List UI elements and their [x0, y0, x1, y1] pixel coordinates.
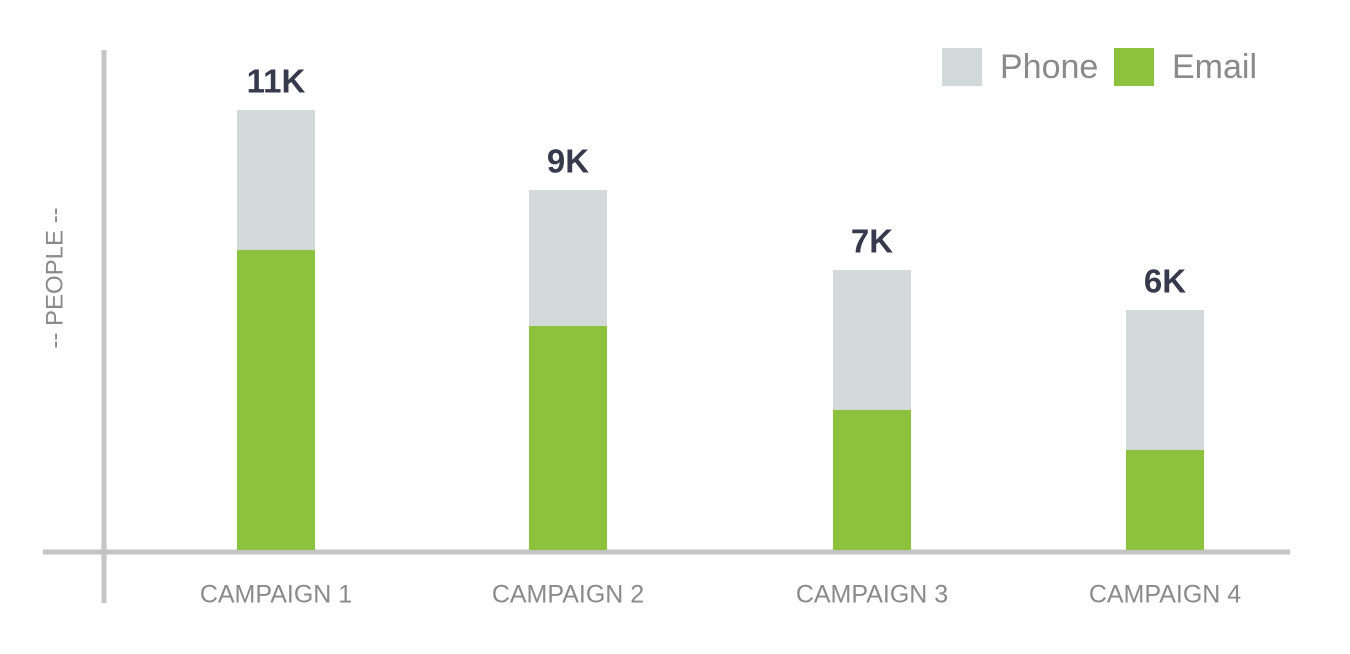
legend-label: Phone [1000, 48, 1098, 86]
legend-label: Email [1172, 48, 1257, 86]
x-tick-label: CAMPAIGN 3 [796, 581, 948, 609]
bar-segment [529, 326, 607, 550]
bar-segment [1126, 310, 1204, 450]
bar-segment [237, 110, 315, 250]
x-tick-label: CAMPAIGN 1 [200, 581, 352, 609]
bar-segment [833, 270, 911, 410]
bar-segment [833, 410, 911, 550]
x-tick-label: CAMPAIGN 2 [492, 581, 644, 609]
x-tick-label: CAMPAIGN 4 [1089, 581, 1241, 609]
y-axis-label: -- PEOPLE -- [41, 207, 68, 348]
bar-segment [1126, 450, 1204, 550]
legend-swatch [1114, 48, 1154, 86]
bar-segment [237, 250, 315, 550]
total-label: 7K [851, 223, 893, 260]
legend-swatch [942, 48, 982, 86]
total-label: 9K [547, 143, 589, 180]
bar-segment [529, 190, 607, 326]
total-label: 6K [1144, 263, 1186, 300]
total-label: 11K [247, 63, 306, 100]
